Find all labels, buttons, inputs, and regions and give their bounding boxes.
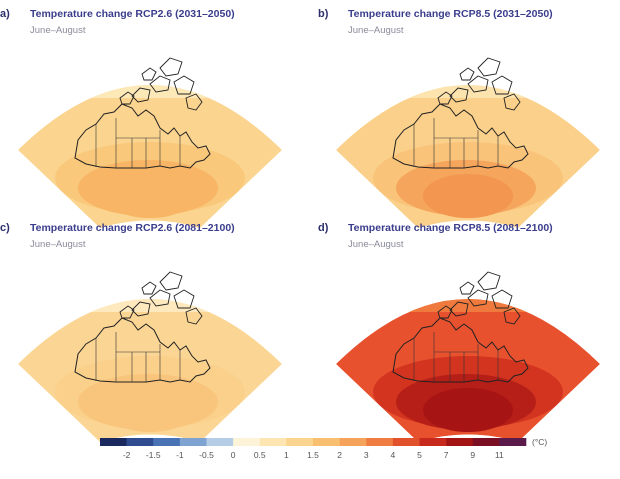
canada-coastline xyxy=(74,103,211,169)
arctic-island xyxy=(141,281,157,295)
arctic-island xyxy=(159,57,183,77)
map-panel-d: d) Temperature change RCP8.5 (2081–2100)… xyxy=(318,222,618,442)
panel-subtitle: June–August xyxy=(348,239,404,250)
map-panel-c: c) Temperature change RCP2.6 (2081–2100)… xyxy=(0,222,300,442)
arctic-island xyxy=(449,87,469,103)
arctic-island xyxy=(459,67,475,81)
legend-swatch xyxy=(366,438,394,446)
canada-temperature-map xyxy=(18,57,282,228)
canada-coastline xyxy=(392,103,529,169)
arctic-island xyxy=(173,75,195,95)
legend-swatch xyxy=(446,438,474,446)
temperature-field xyxy=(336,85,600,228)
map-panel-a: a) Temperature change RCP2.6 (2031–2050)… xyxy=(0,8,300,228)
legend-swatch xyxy=(100,438,127,446)
legend-tick-label: 0 xyxy=(231,450,236,460)
panel-letter: c) xyxy=(0,222,10,234)
legend-swatch xyxy=(419,438,447,446)
canada-temperature-map xyxy=(18,271,282,442)
field-northern-band xyxy=(18,299,282,364)
arctic-island xyxy=(185,307,203,325)
panel-subtitle: June–August xyxy=(348,25,404,36)
arctic-island xyxy=(185,93,203,111)
legend-swatch xyxy=(179,438,207,446)
temperature-field xyxy=(18,299,282,442)
canada-temperature-map xyxy=(336,57,600,228)
field-core-zone xyxy=(423,174,513,218)
arctic-island xyxy=(141,67,157,81)
legend-tick-label: 0.5 xyxy=(254,450,266,460)
legend-swatch xyxy=(206,438,234,446)
legend-tick-label: 1 xyxy=(284,450,289,460)
legend-tick-label: 9 xyxy=(470,450,475,460)
arctic-island xyxy=(173,289,195,309)
arctic-island xyxy=(491,289,513,309)
arctic-island xyxy=(459,281,475,295)
panel-title: Temperature change RCP2.6 (2081–2100) xyxy=(30,222,235,234)
arctic-island xyxy=(149,289,171,307)
legend-tick-label: -0.5 xyxy=(199,450,214,460)
panel-subtitle: June–August xyxy=(30,25,86,36)
legend-unit: (°C) xyxy=(532,437,547,447)
legend-swatch xyxy=(286,438,314,446)
legend-tick-label: 1.5 xyxy=(307,450,319,460)
legend-swatch xyxy=(153,438,181,446)
panel-letter: a) xyxy=(0,8,10,20)
legend-tick-label: 11 xyxy=(495,450,504,460)
canada-temperature-map xyxy=(336,271,600,442)
arctic-island xyxy=(119,91,135,105)
legend-swatch xyxy=(313,438,340,446)
arctic-island xyxy=(503,307,521,325)
legend-swatch xyxy=(472,438,500,446)
legend-swatch xyxy=(339,438,367,446)
canada-coastline xyxy=(392,317,529,383)
legend-tick-label: 4 xyxy=(391,450,396,460)
legend-tick-label: 5 xyxy=(417,450,422,460)
color-legend: -2 -1.5 -1 -0.5 0 0.5 1 1.5 2 3 4 5 7 9 11 (°C) xyxy=(96,434,556,474)
legend-swatch xyxy=(392,438,420,446)
panel-letter: b) xyxy=(318,8,329,20)
arctic-island xyxy=(149,75,171,93)
legend-tick-label: 7 xyxy=(444,450,449,460)
panel-title: Temperature change RCP2.6 (2031–2050) xyxy=(30,8,235,20)
arctic-island xyxy=(477,57,501,77)
arctic-island xyxy=(437,305,453,319)
arctic-island xyxy=(131,87,151,103)
temperature-field xyxy=(336,299,600,442)
legend-swatch xyxy=(233,438,261,446)
legend-tick-label: 3 xyxy=(364,450,369,460)
arctic-island xyxy=(477,271,501,291)
legend-swatch xyxy=(259,438,287,446)
field-core-zone xyxy=(423,388,513,432)
panel-letter: d) xyxy=(318,222,329,234)
field-northern-band xyxy=(18,85,282,150)
arctic-island xyxy=(503,93,521,111)
legend-tick-label: -1 xyxy=(176,450,184,460)
map-panel-b: b) Temperature change RCP8.5 (2031–2050)… xyxy=(318,8,618,228)
legend-swatch xyxy=(499,438,527,446)
legend-tick-label: -2 xyxy=(123,450,131,460)
panel-subtitle: June–August xyxy=(30,239,86,250)
legend-colorbar: -2 -1.5 -1 -0.5 0 0.5 1 1.5 2 3 4 5 7 9 11 (°C) xyxy=(100,437,547,460)
legend-tick-label: 2 xyxy=(337,450,342,460)
temperature-field xyxy=(18,85,282,228)
arctic-island xyxy=(119,305,135,319)
field-northern-band xyxy=(336,299,600,364)
arctic-island xyxy=(437,91,453,105)
field-core-zone xyxy=(105,388,195,432)
arctic-island xyxy=(491,75,513,95)
panel-title: Temperature change RCP8.5 (2081–2100) xyxy=(348,222,553,234)
canada-coastline xyxy=(74,317,211,383)
legend-swatch xyxy=(126,438,154,446)
arctic-island xyxy=(467,289,489,307)
field-core-zone xyxy=(105,174,195,218)
panel-title: Temperature change RCP8.5 (2031–2050) xyxy=(348,8,553,20)
arctic-island xyxy=(131,301,151,317)
arctic-island xyxy=(449,301,469,317)
arctic-island xyxy=(467,75,489,93)
field-northern-band xyxy=(336,85,600,150)
legend-tick-label: -1.5 xyxy=(146,450,161,460)
arctic-island xyxy=(159,271,183,291)
